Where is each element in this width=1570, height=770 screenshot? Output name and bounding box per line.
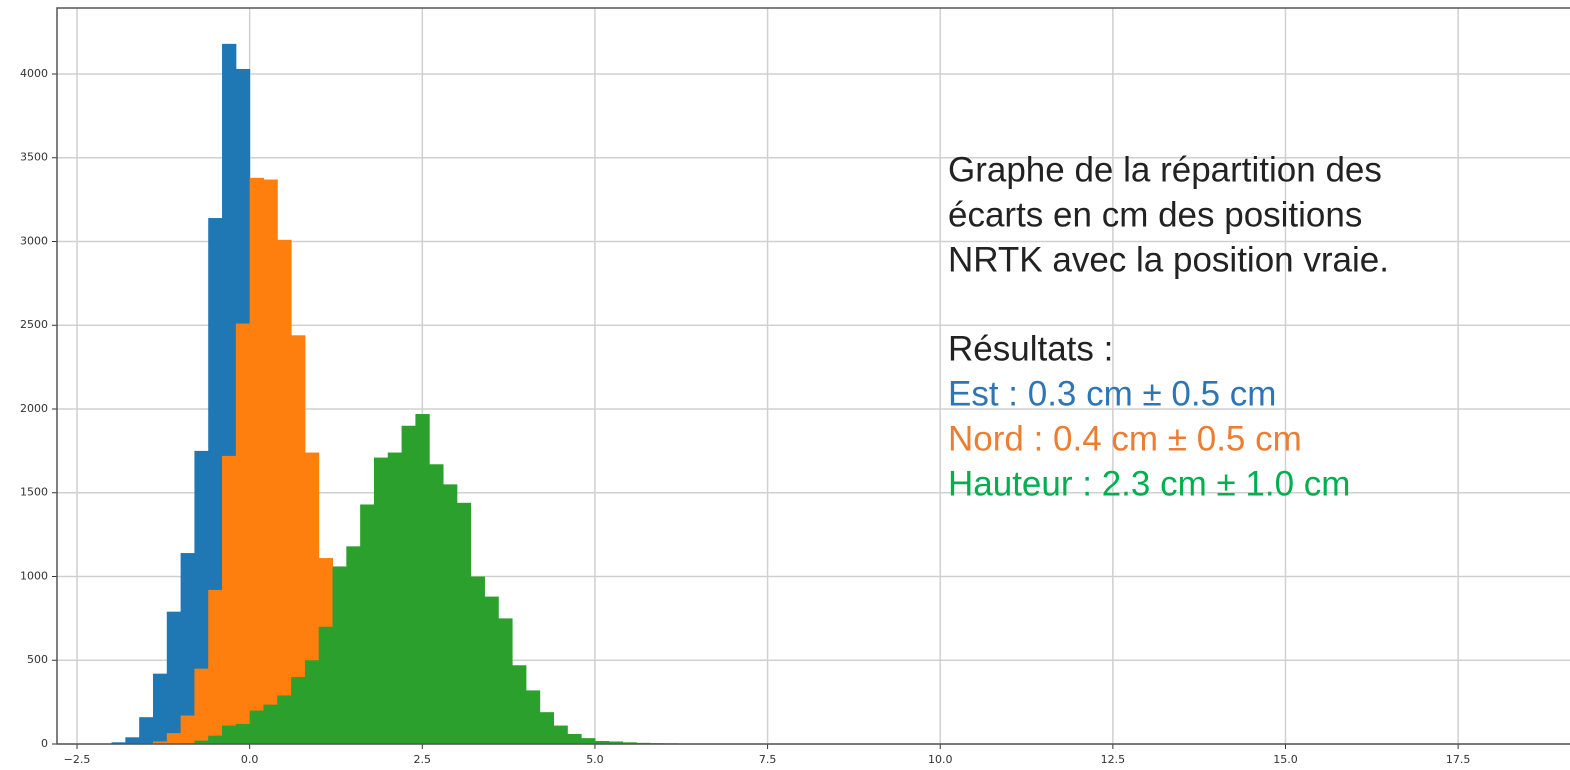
bar (235, 323, 251, 744)
bar (581, 738, 596, 744)
bar (208, 589, 223, 744)
bar (249, 710, 264, 744)
bar (208, 735, 223, 744)
y-tick-label: 2000 (20, 402, 48, 415)
bar (249, 177, 264, 744)
annotation: Est : 0.3 cm ± 0.5 cm (948, 374, 1276, 413)
y-tick-label: 500 (27, 653, 48, 666)
y-tick-label: 3000 (20, 234, 48, 247)
bar (263, 179, 278, 744)
bar (235, 723, 251, 744)
bar (594, 740, 610, 744)
y-tick-label: 1500 (20, 486, 48, 499)
bar (539, 712, 555, 744)
bar (152, 673, 168, 744)
bar (111, 742, 126, 744)
bar (194, 740, 209, 744)
bar (222, 725, 237, 744)
y-tick-label: 2500 (20, 318, 48, 331)
bar (166, 733, 182, 744)
bar (194, 668, 209, 744)
bar (152, 741, 168, 744)
annotation: Graphe de la répartition des (948, 150, 1382, 189)
bar (443, 484, 458, 744)
x-tick-label: 17.5 (1446, 753, 1471, 766)
bar (498, 618, 513, 744)
bar (318, 626, 334, 744)
y-tick-label: 3500 (20, 151, 48, 164)
bar (553, 725, 568, 744)
bar (470, 576, 485, 744)
bar (567, 733, 582, 744)
bar (484, 596, 499, 744)
bar (608, 741, 624, 744)
bar (512, 665, 527, 744)
bar (401, 425, 416, 744)
bar (373, 457, 389, 744)
x-tick-label: 12.5 (1101, 753, 1126, 766)
bar (139, 717, 154, 744)
x-tick-label: 5.0 (586, 753, 604, 766)
bar (263, 704, 278, 744)
bar (277, 239, 292, 744)
y-tick-label: 1000 (20, 569, 48, 582)
bar (456, 502, 472, 744)
bar (180, 553, 195, 744)
annotation: Résultats : (948, 329, 1113, 368)
x-tick-label: 10.0 (928, 753, 953, 766)
bar (291, 335, 306, 744)
bar (166, 611, 182, 744)
bar (346, 546, 361, 744)
bar (222, 455, 237, 744)
bar (415, 414, 430, 744)
annotation: Nord : 0.4 cm ± 0.5 cm (948, 419, 1302, 458)
x-tick-label: −2.5 (64, 753, 91, 766)
bar (125, 737, 140, 744)
bar (429, 464, 444, 744)
x-tick-label: 2.5 (414, 753, 432, 766)
annotation: Hauteur : 2.3 cm ± 1.0 cm (948, 464, 1350, 503)
x-tick-label: 0.0 (241, 753, 259, 766)
bar (304, 660, 320, 744)
annotation: écarts en cm des positions (948, 195, 1362, 234)
bar (277, 695, 292, 744)
bar (387, 452, 403, 744)
x-tick-label: 15.0 (1273, 753, 1298, 766)
bar (332, 566, 347, 744)
bar (291, 676, 306, 744)
x-tick-label: 7.5 (759, 753, 777, 766)
bar (180, 715, 195, 744)
y-tick-label: 4000 (20, 67, 48, 80)
bar (622, 742, 637, 744)
bar (360, 504, 375, 744)
annotation: NRTK avec la position vraie. (948, 240, 1389, 279)
bar (525, 690, 541, 744)
y-tick-label: 0 (41, 737, 48, 750)
plot-frame (56, 7, 1570, 745)
